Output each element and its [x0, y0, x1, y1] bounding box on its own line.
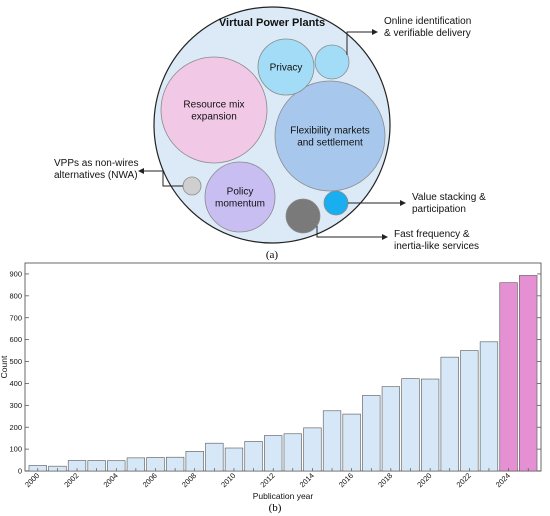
bubble-policy: [204, 161, 276, 233]
y-tick-label: 800: [9, 291, 22, 300]
bar-2017: [362, 395, 381, 472]
y-tick-label: 0: [18, 467, 22, 476]
bubble-value: [323, 190, 349, 216]
x-tick-label: 2018: [376, 471, 394, 489]
y-axis-label: Count: [0, 355, 9, 378]
x-tick-label: 2016: [337, 471, 355, 489]
bar-2022: [460, 350, 479, 472]
bubble-label-policy: Policy: [227, 187, 254, 198]
callout-arrow-online: [372, 29, 378, 35]
bar-2019: [401, 378, 420, 472]
bar-2024: [499, 282, 518, 472]
callout-label-value: Value stacking &: [412, 192, 486, 203]
bar-2012: [264, 435, 283, 472]
bar-2009: [205, 442, 224, 472]
panel-a-bubble-diagram: Virtual Power Plants Resource mixexpansio…: [54, 6, 486, 252]
x-tick-label: 2020: [415, 471, 433, 489]
y-tick-label: 600: [9, 335, 22, 344]
bubble-fast: [285, 198, 321, 234]
y-tick-label: 300: [9, 401, 22, 410]
x-tick-label: 2006: [141, 471, 159, 489]
callout-line-online: [346, 31, 372, 55]
callout-label-nwa: alternatives (NWA): [54, 170, 138, 181]
y-tick-label: 500: [9, 357, 22, 366]
callout-label-fast: Fast frequency &: [394, 229, 470, 240]
bubble-flex: [274, 80, 386, 192]
callout-line-fast: [316, 226, 382, 238]
y-tick-label: 900: [9, 270, 22, 279]
bubble-label-flex: Flexibility markets: [290, 126, 369, 137]
bubble-label-resource: Resource mix: [183, 100, 244, 111]
bubble-label-resource: expansion: [191, 112, 237, 123]
x-tick-label: 2022: [455, 471, 473, 489]
y-tick-label: 200: [9, 423, 22, 432]
bar-2010: [224, 447, 244, 472]
callout-label-fast: inertia-like services: [394, 241, 479, 252]
bar-2016: [342, 413, 361, 472]
x-tick-label: 2000: [23, 471, 41, 489]
bubble-online: [314, 44, 350, 80]
x-tick-label: 2004: [102, 471, 120, 489]
diagram-title: Virtual Power Plants: [219, 17, 325, 29]
y-tick-label: 100: [9, 445, 22, 454]
bar-2014: [303, 427, 322, 472]
callout-label-nwa: VPPs as non-wires: [54, 158, 138, 169]
callout-arrow-fast: [382, 234, 388, 240]
callout-label-online: Online identification: [384, 16, 471, 27]
caption-b: (b): [269, 502, 282, 514]
bar-2021: [440, 356, 459, 472]
bubble-label-flex: and settlement: [297, 138, 363, 149]
x-axis-label: Publication year: [253, 491, 314, 501]
x-tick-label: 2014: [298, 471, 316, 489]
panel-b-bar-chart: 0 100 200 300 400 500 600 700 800 900 2000 2002 2004…: [0, 262, 542, 501]
x-tick-label: 2024: [494, 471, 512, 489]
bar-2015: [322, 410, 342, 472]
x-tick-label: 2002: [62, 471, 80, 489]
callout-label-online: & verifiable delivery: [384, 28, 471, 39]
bubble-privacy: [257, 38, 315, 96]
x-tick-label: 2012: [258, 471, 276, 489]
bar-2013: [283, 433, 302, 472]
bar-2018: [381, 386, 401, 472]
x-tick-label: 2008: [180, 471, 198, 489]
bar-2023: [479, 341, 499, 472]
caption-a: (a): [266, 249, 279, 261]
y-tick-label: 400: [9, 379, 22, 388]
plot-frame: [24, 262, 542, 472]
y-tick-label: 700: [9, 313, 22, 322]
bar-2025: [519, 275, 538, 472]
bubble-nwa: [182, 176, 202, 196]
callout-arrow-value: [400, 200, 406, 206]
callout-label-value: participation: [412, 204, 466, 215]
bubble-label-policy: momentum: [215, 199, 265, 210]
bar-2011: [244, 441, 263, 472]
bubble-resource: [160, 56, 268, 164]
callout-arrow-nwa: [138, 168, 144, 174]
x-tick-label: 2010: [219, 471, 237, 489]
bar-2020: [420, 378, 440, 472]
bubble-label-privacy: Privacy: [270, 63, 303, 74]
callout-line-nwa: [144, 170, 183, 187]
